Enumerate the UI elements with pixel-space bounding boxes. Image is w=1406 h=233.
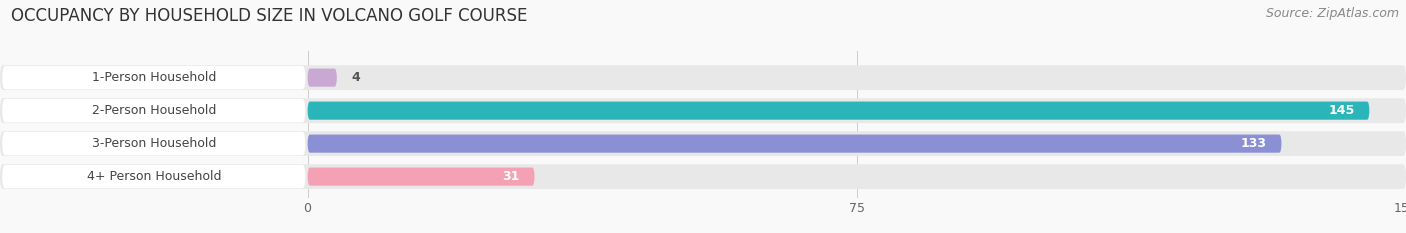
FancyBboxPatch shape [0,131,1406,156]
FancyBboxPatch shape [3,132,305,155]
FancyBboxPatch shape [308,134,1281,153]
Text: 2-Person Household: 2-Person Household [91,104,217,117]
Text: 1-Person Household: 1-Person Household [91,71,217,84]
FancyBboxPatch shape [3,66,305,89]
Text: 133: 133 [1241,137,1267,150]
Text: OCCUPANCY BY HOUSEHOLD SIZE IN VOLCANO GOLF COURSE: OCCUPANCY BY HOUSEHOLD SIZE IN VOLCANO G… [11,7,527,25]
FancyBboxPatch shape [308,168,534,186]
Text: 145: 145 [1329,104,1355,117]
Text: 3-Person Household: 3-Person Household [91,137,217,150]
FancyBboxPatch shape [0,65,1406,90]
Text: Source: ZipAtlas.com: Source: ZipAtlas.com [1265,7,1399,20]
FancyBboxPatch shape [0,164,1406,189]
FancyBboxPatch shape [3,165,305,188]
FancyBboxPatch shape [0,98,1406,123]
Text: 4+ Person Household: 4+ Person Household [87,170,221,183]
FancyBboxPatch shape [3,99,305,122]
Text: 31: 31 [502,170,520,183]
FancyBboxPatch shape [308,102,1369,120]
FancyBboxPatch shape [308,69,337,87]
Text: 4: 4 [352,71,360,84]
